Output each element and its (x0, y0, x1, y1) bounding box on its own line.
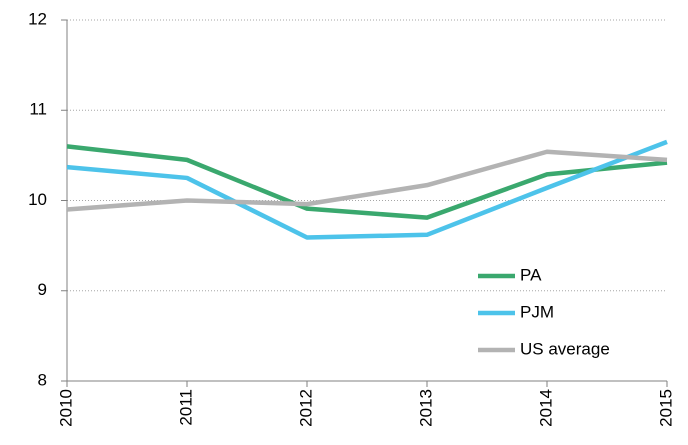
series-line (66, 144, 668, 220)
x-tick-label: 2010 (56, 389, 75, 427)
x-tick-label: 2013 (416, 389, 435, 427)
legend-label: US average (520, 339, 610, 358)
y-tick-label: 9 (38, 280, 47, 299)
y-tick-label: 12 (28, 9, 47, 28)
x-tick-label: 2012 (296, 389, 315, 427)
series-line (66, 139, 668, 240)
y-tick-label: 8 (38, 370, 47, 389)
legend-label: PA (520, 265, 542, 284)
y-tick-label: 10 (28, 190, 47, 209)
x-tick-label: 2014 (536, 389, 555, 427)
x-tick-label: 2015 (656, 389, 675, 427)
y-tick-label: 11 (29, 100, 47, 119)
legend-label: PJM (520, 302, 554, 321)
series-line (66, 149, 668, 212)
x-tick-label: 2011 (176, 389, 195, 426)
